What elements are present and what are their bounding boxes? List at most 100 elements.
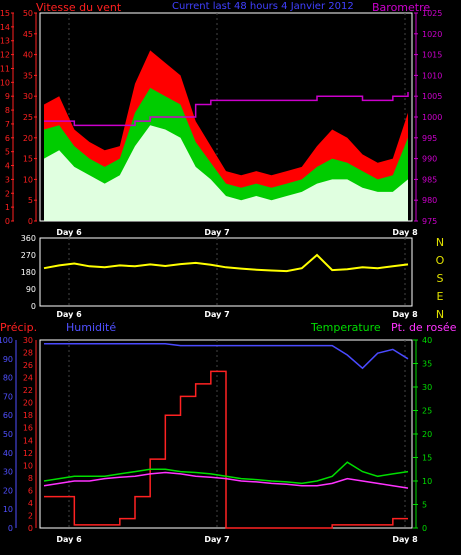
direction-day-gridlines bbox=[68, 238, 406, 306]
compass-letter: S bbox=[437, 272, 444, 285]
x-tick-label: Day 7 bbox=[204, 310, 229, 319]
humidity-tick-label: 20 bbox=[3, 486, 13, 495]
compass-letter: N bbox=[436, 308, 444, 321]
wind-tick-label: 1 bbox=[5, 203, 10, 212]
temperature-tick-label: 0 bbox=[422, 524, 427, 533]
precip-tick-label: 4 bbox=[28, 499, 33, 508]
humidity-series bbox=[43, 343, 409, 529]
wind-left-axis-label: Vitesse du vent bbox=[36, 1, 122, 14]
direction-tick-label: 90 bbox=[26, 285, 36, 294]
humidity-label: Humidité bbox=[66, 321, 116, 334]
wind-tick-label: 9 bbox=[5, 92, 10, 101]
precip-tick-label: 16 bbox=[23, 424, 33, 433]
temperature-label: Temperature bbox=[310, 321, 381, 334]
precip-label: Précip. bbox=[0, 321, 37, 334]
precip-tick-label: 20 bbox=[23, 399, 33, 408]
barometer-tick-label: 1010 bbox=[422, 71, 442, 80]
barometer-tick-label: 1000 bbox=[422, 113, 442, 122]
precip-tick-label: 14 bbox=[23, 436, 33, 445]
barometer-tick-label: 1015 bbox=[422, 51, 442, 60]
direction-tick-label: 270 bbox=[21, 251, 36, 260]
temperature-tick-label: 15 bbox=[422, 454, 432, 463]
direction-tick-label: 180 bbox=[21, 268, 36, 277]
wind-tick-label: 7 bbox=[5, 120, 10, 129]
humidity-tick-label: 40 bbox=[3, 449, 13, 458]
compass-letter: O bbox=[436, 254, 445, 267]
gust-tick-label: 5 bbox=[28, 196, 33, 205]
precip-tick-label: 12 bbox=[23, 449, 33, 458]
precip-tick-label: 0 bbox=[28, 524, 33, 533]
humidity-tick-label: 80 bbox=[3, 374, 13, 383]
wind-series bbox=[44, 50, 409, 222]
direction-line bbox=[43, 253, 409, 273]
x-tick-label: Day 6 bbox=[56, 228, 82, 237]
wind-x-axis-labels: Day 6 Day 7 Day 8 bbox=[56, 228, 418, 237]
precip-tick-label: 2 bbox=[28, 511, 33, 520]
gust-tick-label: 0 bbox=[28, 217, 33, 226]
precip-tick-label: 26 bbox=[23, 361, 33, 370]
wind-right-axis-label: Barometre bbox=[372, 1, 430, 14]
direction-x-axis-labels: Day 6 Day 7 Day 8 bbox=[56, 310, 418, 319]
x-tick-label: Day 6 bbox=[56, 310, 82, 319]
precip-tick-label: 30 bbox=[23, 336, 33, 345]
temperature-tick-label: 10 bbox=[422, 477, 432, 486]
temperature-tick-label: 25 bbox=[422, 407, 432, 416]
temperature-tick-label: 5 bbox=[422, 501, 427, 510]
humidity-tick-label: 50 bbox=[3, 430, 13, 439]
wind-tick-label: 12 bbox=[0, 51, 10, 60]
humidity-tick-label: 100 bbox=[0, 336, 13, 345]
wind-chart-title: Current last 48 hours 4 Janvier 2012 bbox=[172, 1, 354, 12]
precip-line bbox=[44, 370, 408, 529]
barometer-tick-label: 1025 bbox=[422, 9, 442, 18]
humidity-panel: Précip. Humidité Temperature Pt. de rosé… bbox=[0, 321, 457, 544]
compass-letter: N bbox=[436, 236, 444, 249]
barometer-tick-label: 975 bbox=[422, 217, 437, 226]
barometer-tick-label: 1005 bbox=[422, 92, 442, 101]
gust-tick-label: 50 bbox=[23, 9, 33, 18]
x-tick-label: Day 8 bbox=[392, 535, 418, 544]
humidity-tick-label: 60 bbox=[3, 411, 13, 420]
barometer-tick-label: 980 bbox=[422, 196, 437, 205]
humidity-tick-label: 10 bbox=[3, 505, 13, 514]
barometer-axis: 975 980 985 990 995 1000 1005 1010 1015 1020 1025 bbox=[414, 9, 442, 226]
direction-series bbox=[43, 253, 409, 273]
humidity-tick-label: 0 bbox=[8, 524, 13, 533]
humidity-tick-label: 90 bbox=[3, 355, 13, 364]
temperature-tick-label: 40 bbox=[422, 336, 432, 345]
direction-plot-border bbox=[39, 237, 413, 307]
wind-tick-label: 8 bbox=[5, 106, 10, 115]
precip-tick-label: 22 bbox=[23, 386, 33, 395]
direction-axis: 360 270 180 90 0 bbox=[21, 234, 36, 311]
gust-tick-label: 45 bbox=[23, 30, 33, 39]
low-area bbox=[44, 125, 408, 221]
wind-tick-label: 14 bbox=[0, 23, 10, 32]
compass-letter: E bbox=[437, 290, 444, 303]
x-tick-label: Day 6 bbox=[56, 535, 82, 544]
temperature-axis: 0 5 10 15 20 25 30 35 40 bbox=[413, 336, 432, 533]
barometer-tick-label: 990 bbox=[422, 155, 437, 164]
humidity-line bbox=[44, 343, 409, 370]
gust-tick-label: 15 bbox=[23, 155, 33, 164]
pressure-line bbox=[44, 92, 409, 127]
direction-tick-label: 360 bbox=[21, 234, 36, 243]
wind-tick-label: 15 bbox=[0, 9, 10, 18]
gust-tick-label: 35 bbox=[23, 71, 33, 80]
wind-tick-label: 13 bbox=[0, 37, 10, 46]
precip-tick-label: 8 bbox=[28, 474, 33, 483]
gust-tick-label: 25 bbox=[23, 113, 33, 122]
barometer-tick-label: 1020 bbox=[422, 30, 442, 39]
precip-tick-label: 28 bbox=[23, 349, 33, 358]
direction-tick-label: 0 bbox=[31, 302, 36, 311]
wind-panel: Vitesse du vent Current last 48 hours 4 … bbox=[0, 1, 442, 237]
gust-tick-label: 20 bbox=[23, 134, 33, 143]
precip-tick-label: 24 bbox=[23, 374, 33, 383]
temperature-tick-label: 20 bbox=[422, 430, 432, 439]
humidity-x-axis-labels: Day 6 Day 7 Day 8 bbox=[56, 535, 418, 544]
gust-tick-label: 10 bbox=[23, 175, 33, 184]
x-tick-label: Day 7 bbox=[204, 228, 229, 237]
